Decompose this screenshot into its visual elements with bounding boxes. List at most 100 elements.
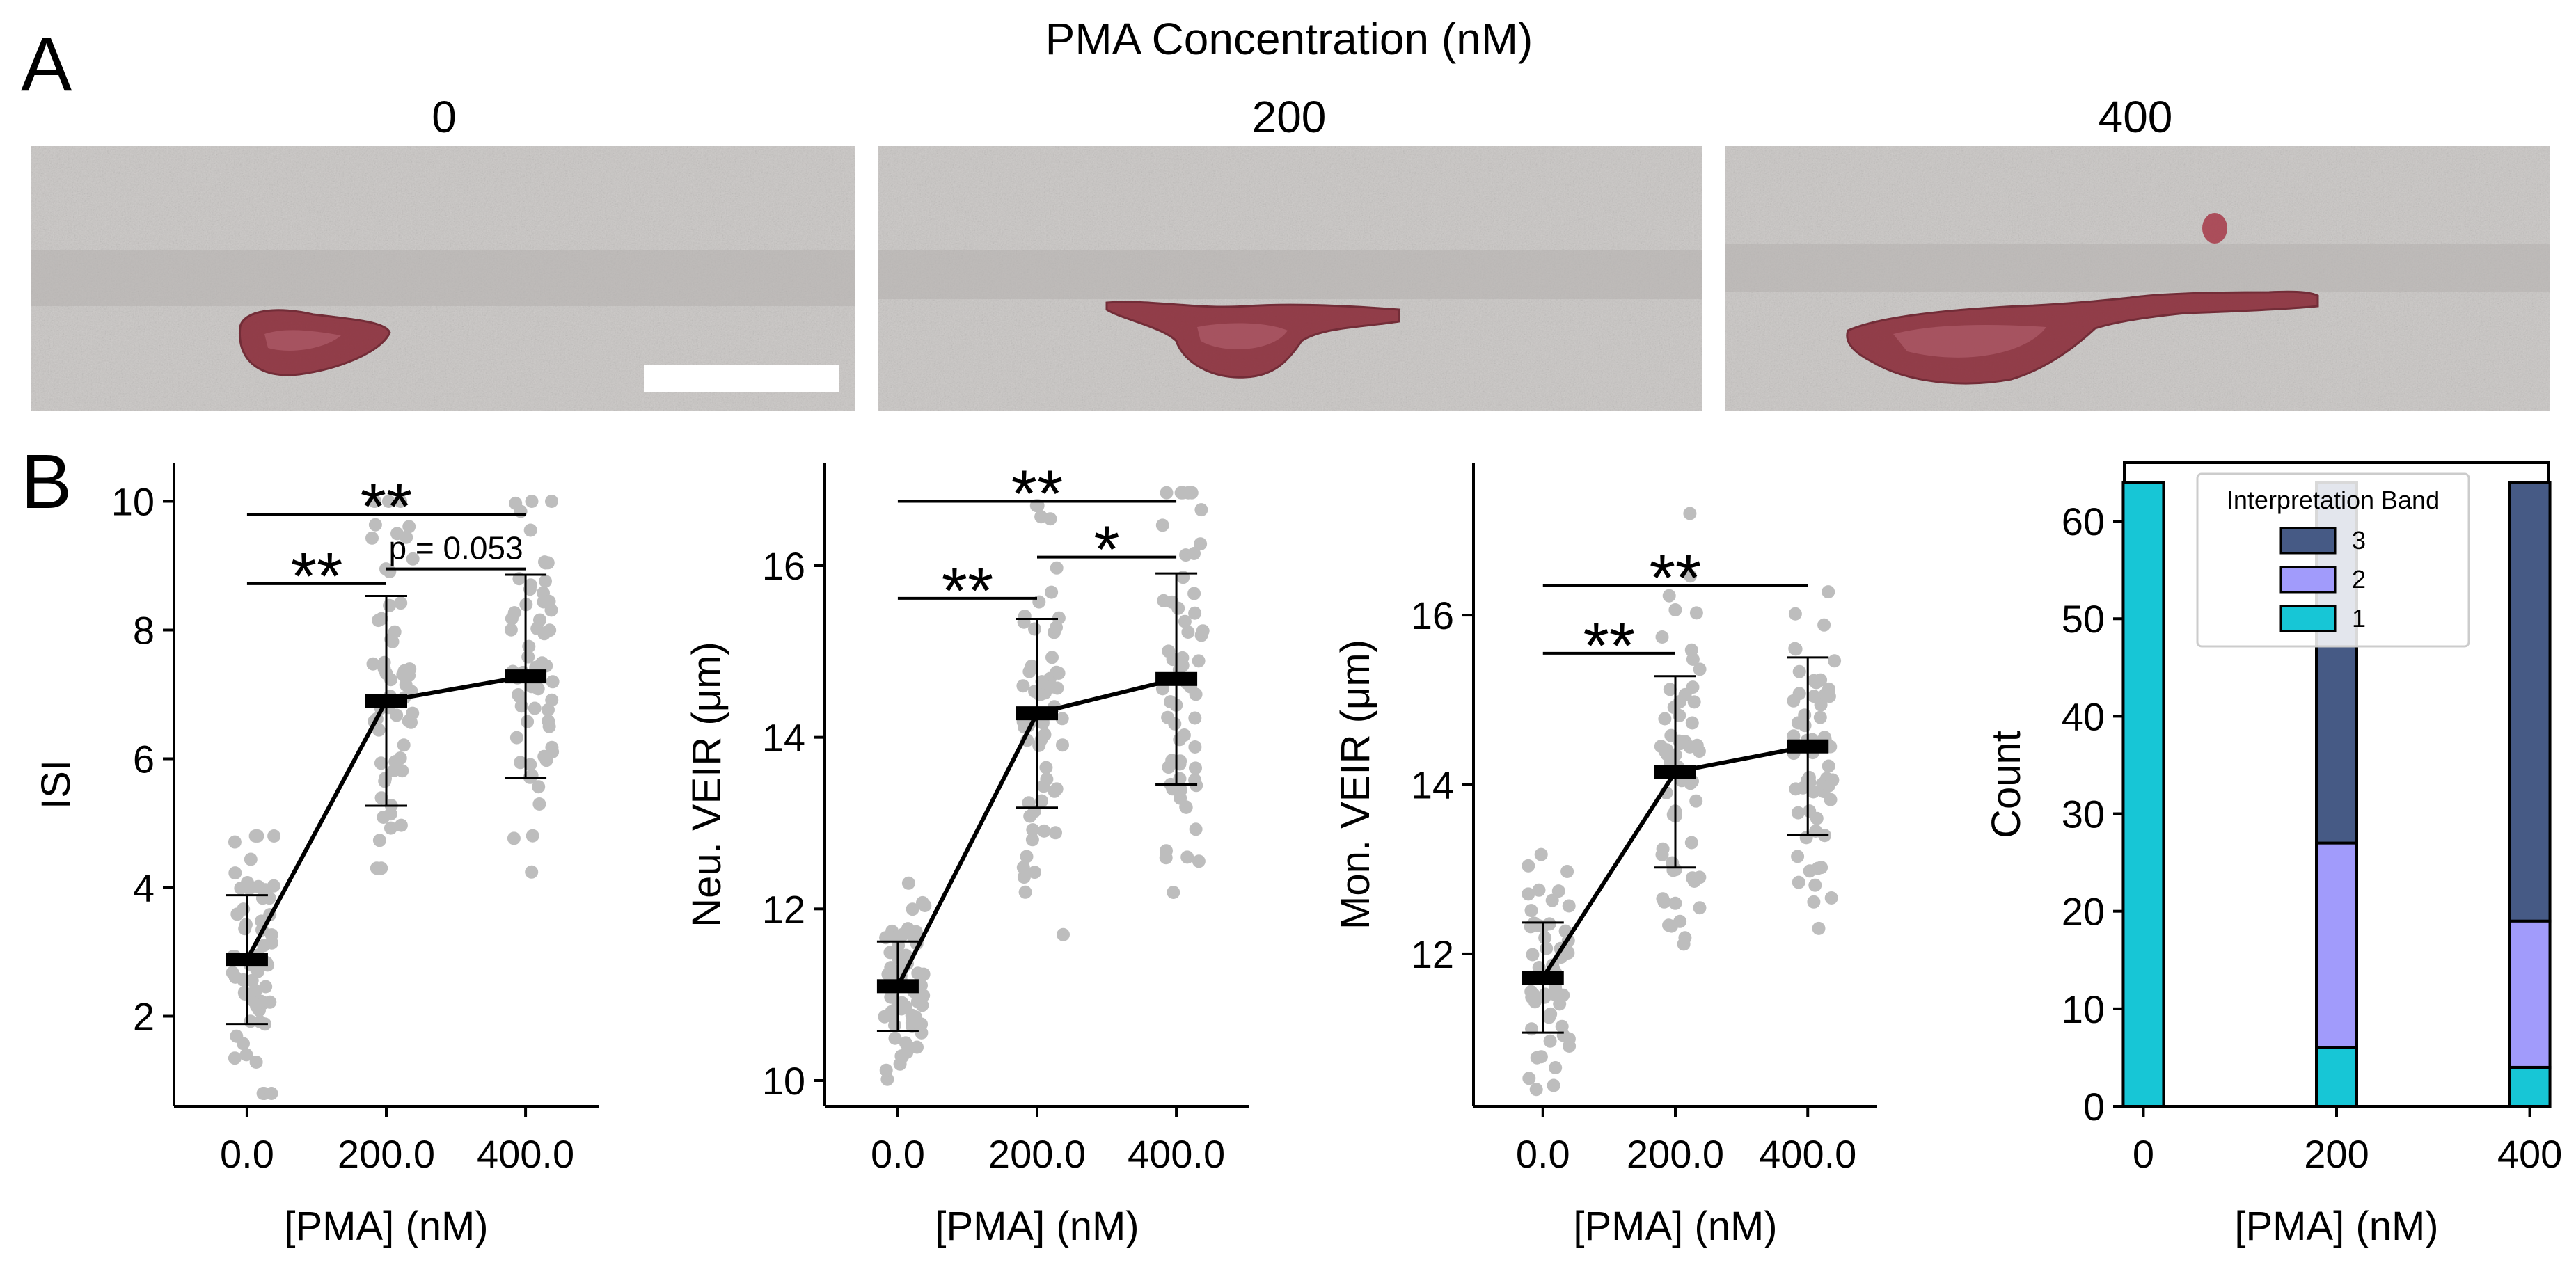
bar-segment-band-1 — [2121, 481, 2165, 1108]
x-tick-label: 0.0 — [220, 1132, 274, 1176]
data-point — [1808, 878, 1822, 892]
data-point — [1687, 695, 1701, 709]
y-tick-label: 12 — [762, 887, 805, 931]
mean-marker — [1654, 765, 1696, 779]
data-point — [264, 928, 278, 942]
legend-swatch-band-2 — [2279, 566, 2337, 594]
data-point — [1194, 503, 1208, 517]
data-point — [1192, 854, 1206, 868]
data-point — [522, 639, 536, 653]
data-point — [509, 496, 523, 510]
data-point — [1025, 833, 1039, 847]
x-tick-label: 0.0 — [871, 1132, 925, 1176]
data-point — [1162, 761, 1176, 774]
data-point — [1188, 711, 1202, 725]
data-point — [394, 818, 408, 832]
data-point — [1668, 896, 1682, 910]
data-point — [535, 656, 549, 670]
y-tick-label: 10 — [762, 1059, 805, 1103]
mean-marker — [1155, 671, 1198, 686]
data-point — [377, 662, 391, 676]
data-point — [523, 523, 537, 537]
data-point — [1530, 1051, 1544, 1065]
data-point — [237, 1037, 250, 1051]
x-tick-label: 200.0 — [338, 1132, 435, 1176]
data-point — [1037, 824, 1051, 838]
y-axis-label: Mon. VEIR (μm) — [1333, 639, 1378, 930]
data-point — [1526, 948, 1540, 962]
data-point — [406, 552, 420, 566]
data-point — [1803, 864, 1817, 878]
data-point — [1025, 659, 1038, 673]
data-point — [1806, 785, 1820, 799]
data-point — [374, 756, 388, 770]
data-point — [1792, 664, 1806, 678]
data-point — [1028, 622, 1041, 636]
legend-label-band-1: 1 — [2352, 604, 2366, 632]
y-tick-label: 10 — [2062, 987, 2105, 1031]
data-point — [402, 669, 416, 683]
data-point — [1555, 1019, 1569, 1033]
data-point — [1813, 710, 1827, 724]
data-point — [1018, 610, 1032, 623]
legend-box — [2196, 472, 2470, 648]
data-point — [1658, 712, 1672, 726]
data-point — [1693, 901, 1707, 915]
data-point — [384, 807, 397, 821]
significance-label: ** — [942, 554, 994, 628]
image-column-200: 200 — [1252, 92, 1327, 142]
data-point — [1159, 851, 1173, 865]
data-point — [394, 495, 407, 508]
micrograph-400 — [1725, 146, 2550, 411]
y-tick-label: 10 — [111, 480, 155, 524]
data-point — [546, 675, 560, 689]
data-point — [1815, 861, 1828, 875]
data-point — [1656, 842, 1670, 856]
cell-fragment-400 — [2202, 213, 2227, 244]
data-point — [1039, 761, 1053, 774]
data-point — [1050, 561, 1064, 575]
data-point — [542, 594, 556, 608]
data-point — [1017, 870, 1031, 884]
data-point — [1188, 740, 1202, 754]
data-point — [542, 703, 555, 717]
panel-b-label: B — [21, 439, 72, 525]
chart-neu-veir: 10 12 14 16 0.0 200.0 400.0 [PMA] (nM) Neu. VEIR… — [684, 457, 1249, 1249]
data-point — [1678, 931, 1692, 945]
data-point — [368, 495, 382, 508]
data-point — [1660, 747, 1674, 761]
data-point — [1798, 719, 1812, 733]
data-point — [1538, 931, 1552, 945]
data-point — [1035, 794, 1048, 808]
significance-label: ** — [361, 470, 413, 544]
data-point — [1181, 486, 1195, 500]
data-point — [1689, 606, 1703, 620]
bar-segment-band-1 — [2508, 1065, 2552, 1108]
data-point — [1549, 1061, 1563, 1074]
data-point — [397, 738, 411, 752]
data-point — [1693, 662, 1707, 676]
data-point — [390, 527, 404, 541]
data-point — [507, 606, 521, 620]
data-point — [1048, 784, 1061, 798]
data-point — [878, 1010, 892, 1024]
chart-mon-veir: 12 14 16 0.0 200.0 400.0 [PMA] (nM) Mon. VEIR (… — [1333, 463, 1877, 1249]
data-point — [1525, 990, 1539, 1004]
data-point — [1166, 782, 1180, 796]
data-point — [259, 980, 273, 994]
data-point — [533, 613, 546, 627]
x-tick-label: 200.0 — [1627, 1132, 1724, 1176]
data-point — [523, 758, 537, 772]
data-point — [539, 574, 552, 588]
data-point — [244, 852, 258, 866]
y-tick-label: 16 — [762, 544, 805, 588]
data-point — [514, 756, 528, 770]
scale-bar — [644, 365, 839, 392]
panel-a-label: A — [21, 22, 72, 107]
data-point — [545, 495, 558, 508]
x-tick-label: 200.0 — [988, 1132, 1086, 1176]
y-tick-label: 2 — [133, 995, 155, 1039]
data-point — [528, 701, 542, 715]
data-point — [1050, 621, 1063, 635]
